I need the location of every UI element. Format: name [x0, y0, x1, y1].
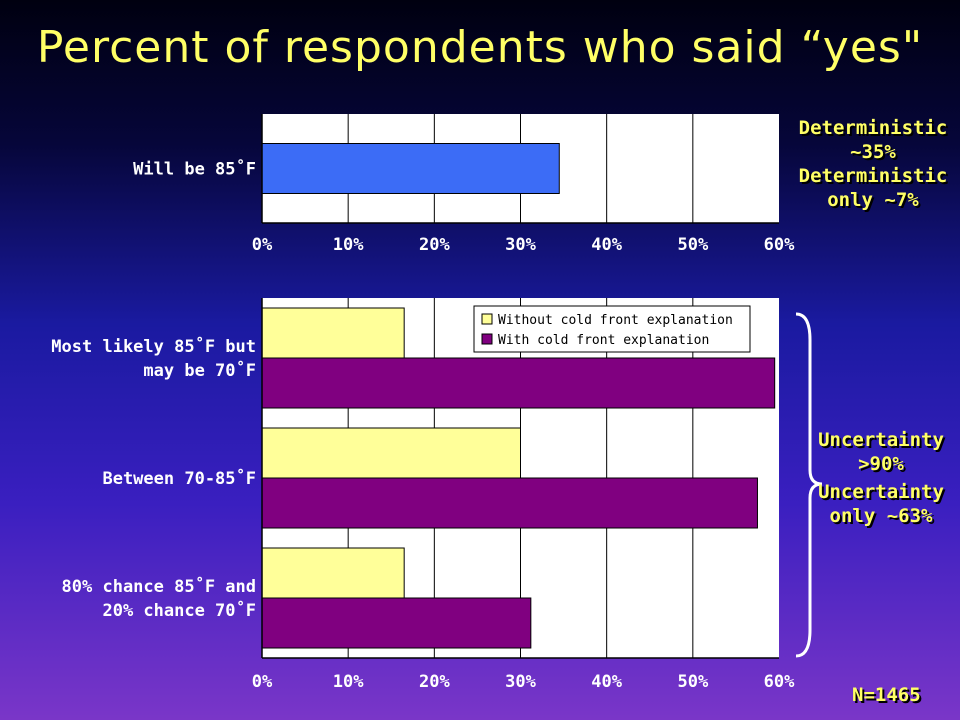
- x-tick-label: 20%: [419, 672, 450, 692]
- x-tick-label: 30%: [505, 235, 536, 255]
- x-tick-label: 30%: [505, 672, 536, 692]
- deterministic-annotation: Deterministic ~35% Deterministic only ~7…: [790, 116, 956, 212]
- bar: [261, 477, 758, 529]
- x-tick-label: 40%: [591, 672, 622, 692]
- uncertainty-line2: >90%: [858, 453, 904, 475]
- bar: [261, 427, 521, 479]
- legend-label: With cold front explanation: [498, 333, 709, 348]
- legend-swatch: [481, 333, 493, 345]
- slide-title: Percent of respondents who said “yes": [36, 22, 924, 73]
- deterministic-only-line1: Deterministic: [798, 165, 948, 187]
- category-label: 20% chance 70˚F: [102, 599, 256, 621]
- legend-box: [473, 305, 751, 353]
- bar: [261, 307, 405, 359]
- bar: [261, 357, 776, 409]
- category-label: Will be 85˚F: [133, 158, 256, 180]
- x-tick-label: 20%: [419, 235, 450, 255]
- deterministic-line1: Deterministic: [798, 117, 948, 139]
- deterministic-only-line2: only ~7%: [827, 189, 919, 211]
- x-tick-label: 0%: [252, 672, 273, 692]
- x-tick-label: 50%: [677, 235, 708, 255]
- sample-size-label: N=1465: [852, 684, 921, 706]
- category-label: 80% chance 85˚F and: [62, 575, 256, 597]
- legend-label: Without cold front explanation: [498, 313, 733, 328]
- uncertainty-line1: Uncertainty: [818, 429, 944, 451]
- deterministic-line2: ~35%: [850, 141, 896, 163]
- x-tick-label: 50%: [677, 672, 708, 692]
- uncertainty-brace: [795, 312, 823, 658]
- x-tick-label: 60%: [764, 235, 795, 255]
- uncertainty-only-line1: Uncertainty: [818, 481, 944, 503]
- x-tick-label: 0%: [252, 235, 273, 255]
- uncertainty-annotation: Uncertainty >90% Uncertainty only ~63%: [798, 428, 960, 528]
- bar: [261, 547, 405, 599]
- x-tick-label: 60%: [764, 672, 795, 692]
- category-label: Between 70-85˚F: [102, 467, 256, 489]
- x-tick-label: 10%: [333, 672, 364, 692]
- bar: [261, 597, 532, 649]
- category-label: may be 70˚F: [143, 359, 256, 381]
- uncertainty-only-line2: only ~63%: [829, 505, 933, 527]
- legend-swatch: [481, 313, 493, 325]
- category-label: Most likely 85˚F but: [51, 335, 256, 357]
- x-tick-label: 40%: [591, 235, 622, 255]
- x-tick-label: 10%: [333, 235, 364, 255]
- bar: [261, 143, 560, 194]
